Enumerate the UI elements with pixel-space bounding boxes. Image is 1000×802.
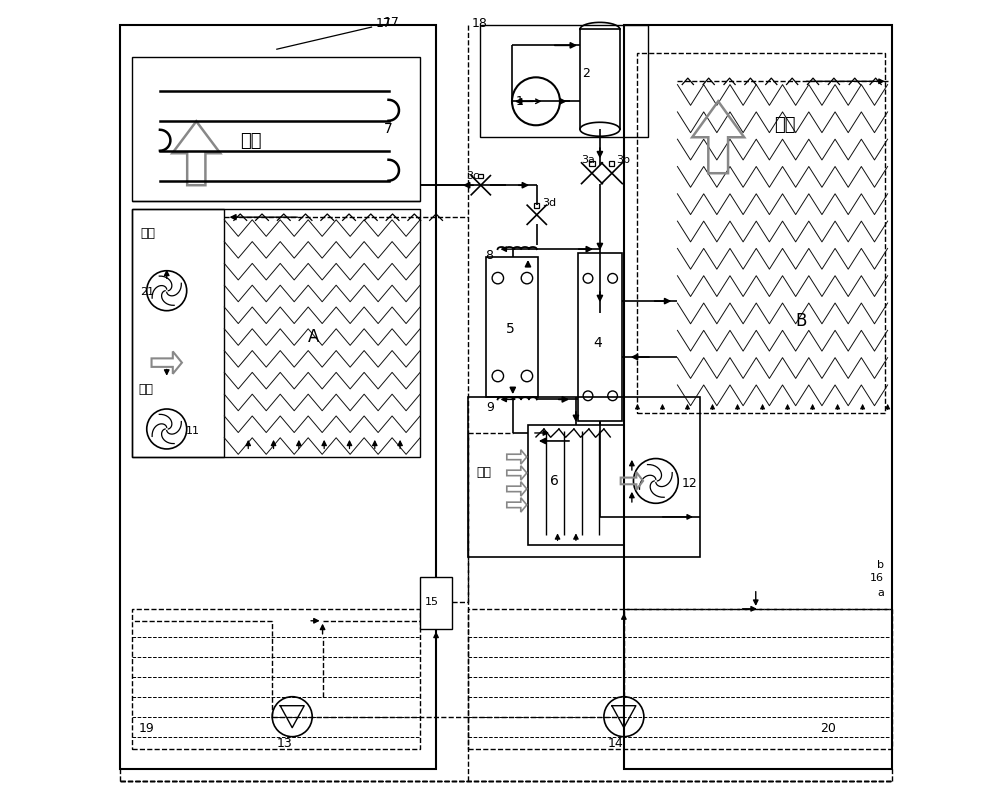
Bar (624, 26, 892, 768)
Text: 13: 13 (276, 736, 292, 750)
Bar (534, 203, 539, 208)
Text: 3b: 3b (616, 155, 630, 164)
Text: 回风: 回风 (476, 467, 491, 480)
Text: 20: 20 (820, 722, 836, 735)
Bar (578, 253, 622, 421)
Text: 3c: 3c (466, 171, 480, 180)
Text: 16: 16 (870, 573, 884, 583)
Text: 新风: 新风 (139, 383, 154, 395)
Text: 14: 14 (608, 736, 624, 750)
Text: 1: 1 (515, 95, 523, 107)
Text: 送风: 送风 (240, 132, 262, 150)
Text: 8: 8 (486, 249, 494, 262)
Text: 3d: 3d (542, 198, 556, 208)
Text: 17: 17 (376, 18, 392, 30)
Bar (468, 397, 700, 557)
Text: 17: 17 (384, 17, 400, 30)
Bar (528, 425, 624, 545)
Text: 回风: 回风 (140, 227, 155, 240)
Text: 排风: 排风 (774, 116, 796, 134)
Text: a: a (877, 588, 884, 597)
Bar (120, 26, 436, 768)
Text: 9: 9 (486, 401, 494, 414)
Bar (132, 209, 420, 457)
Text: B: B (796, 312, 807, 330)
Bar (609, 160, 614, 166)
Text: A: A (308, 328, 320, 346)
Bar (132, 57, 420, 201)
Text: 2: 2 (582, 67, 590, 80)
Text: b: b (877, 560, 884, 570)
Text: 21: 21 (140, 286, 154, 297)
Text: 18: 18 (471, 18, 487, 30)
Text: 3a: 3a (581, 155, 595, 164)
Text: 6: 6 (550, 474, 558, 488)
Text: 5: 5 (506, 322, 515, 336)
Bar (589, 160, 595, 166)
Text: 15: 15 (425, 597, 439, 607)
Text: 7: 7 (384, 122, 393, 136)
Text: 19: 19 (139, 722, 155, 735)
Bar (420, 577, 452, 629)
Bar (132, 609, 420, 748)
Text: 12: 12 (681, 477, 697, 490)
Bar (486, 257, 538, 397)
Bar (132, 209, 224, 457)
Bar (637, 54, 885, 413)
Bar (468, 609, 892, 748)
Bar (478, 174, 483, 179)
Text: 4: 4 (594, 337, 602, 350)
Bar (480, 26, 648, 137)
Text: 11: 11 (186, 427, 200, 436)
